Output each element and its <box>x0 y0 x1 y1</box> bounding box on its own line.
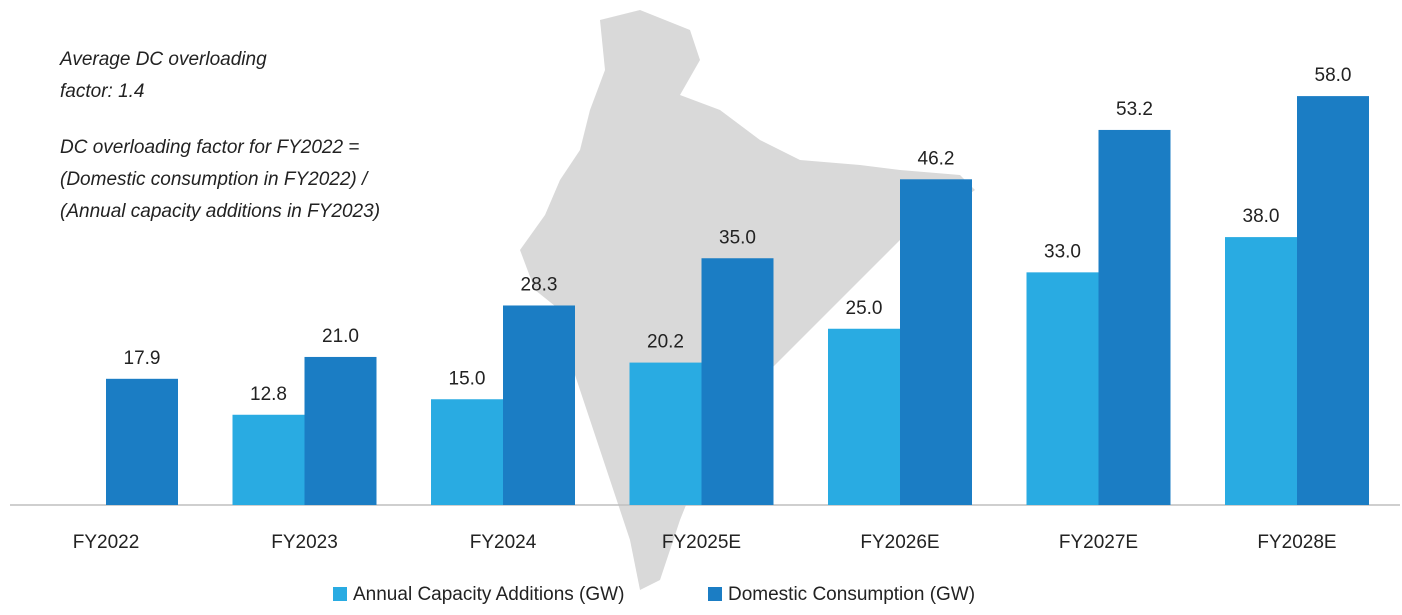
bar <box>1098 129 1171 505</box>
bar <box>1297 96 1369 505</box>
bar <box>1026 272 1099 505</box>
value-label: 53.2 <box>1116 99 1153 120</box>
bar <box>701 258 774 505</box>
legend-label: Domestic Consumption (GW) <box>728 584 975 605</box>
x-tick-label: FY2027E <box>1059 532 1138 553</box>
annotation: factor: 1.4 <box>60 81 145 102</box>
value-label: 46.2 <box>918 148 955 169</box>
legend-swatch <box>333 587 347 601</box>
value-label: 25.0 <box>846 298 883 319</box>
bar <box>629 362 702 505</box>
bar <box>232 414 305 505</box>
value-label: 33.0 <box>1044 241 1081 262</box>
bar <box>900 179 972 506</box>
bar <box>106 378 178 505</box>
value-label: 35.0 <box>719 227 756 248</box>
annotation: (Annual capacity additions in FY2023) <box>60 201 380 222</box>
bar <box>304 356 377 505</box>
bar <box>431 399 503 505</box>
bar <box>1225 237 1297 505</box>
value-label: 58.0 <box>1315 65 1352 86</box>
x-tick-label: FY2024 <box>470 532 537 553</box>
value-label: 20.2 <box>647 332 684 353</box>
value-label: 12.8 <box>250 384 287 405</box>
x-tick-label: FY2022 <box>73 532 140 553</box>
value-label: 17.9 <box>124 348 161 369</box>
x-tick-label: FY2026E <box>860 532 939 553</box>
x-tick-label: FY2023 <box>271 532 338 553</box>
bar <box>503 305 575 505</box>
legend-swatch <box>708 587 722 601</box>
annotation: (Domestic consumption in FY2022) / <box>60 169 369 190</box>
annotation: Average DC overloading <box>59 49 267 70</box>
value-label: 38.0 <box>1243 206 1280 227</box>
bar <box>828 328 900 505</box>
legend-label: Annual Capacity Additions (GW) <box>353 584 624 605</box>
x-tick-label: FY2028E <box>1257 532 1336 553</box>
x-tick-label: FY2025E <box>662 532 741 553</box>
value-label: 15.0 <box>449 368 486 389</box>
value-label: 21.0 <box>322 326 359 347</box>
value-label: 28.3 <box>521 275 558 296</box>
annotation: DC overloading factor for FY2022 = <box>60 137 359 158</box>
